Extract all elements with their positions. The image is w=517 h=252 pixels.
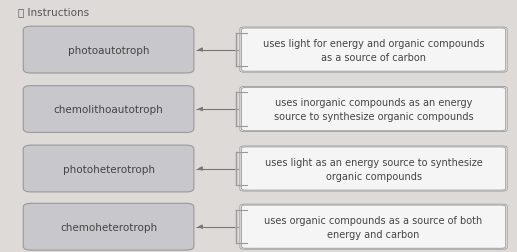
FancyBboxPatch shape	[241, 88, 506, 131]
Text: uses organic compounds as a source of both
energy and carbon: uses organic compounds as a source of bo…	[264, 215, 483, 239]
FancyBboxPatch shape	[23, 86, 194, 133]
FancyBboxPatch shape	[23, 27, 194, 74]
Text: uses light as an energy source to synthesize
organic compounds: uses light as an energy source to synthe…	[265, 157, 482, 181]
FancyBboxPatch shape	[241, 29, 506, 72]
Text: photoheterotroph: photoheterotroph	[63, 164, 155, 174]
FancyBboxPatch shape	[241, 147, 506, 191]
FancyBboxPatch shape	[240, 146, 507, 191]
FancyBboxPatch shape	[240, 87, 507, 132]
FancyBboxPatch shape	[241, 205, 506, 248]
Text: photoautotroph: photoautotroph	[68, 45, 149, 55]
Text: ⓘ Instructions: ⓘ Instructions	[18, 8, 89, 18]
FancyBboxPatch shape	[23, 146, 194, 192]
Text: uses inorganic compounds as an energy
source to synthesize organic compounds: uses inorganic compounds as an energy so…	[273, 98, 474, 121]
Text: chemoheterotroph: chemoheterotroph	[60, 222, 157, 232]
Text: chemolithoautotroph: chemolithoautotroph	[54, 105, 163, 115]
FancyBboxPatch shape	[240, 28, 507, 73]
FancyBboxPatch shape	[240, 204, 507, 249]
Text: uses light for energy and organic compounds
as a source of carbon: uses light for energy and organic compou…	[263, 39, 484, 62]
FancyBboxPatch shape	[23, 204, 194, 250]
